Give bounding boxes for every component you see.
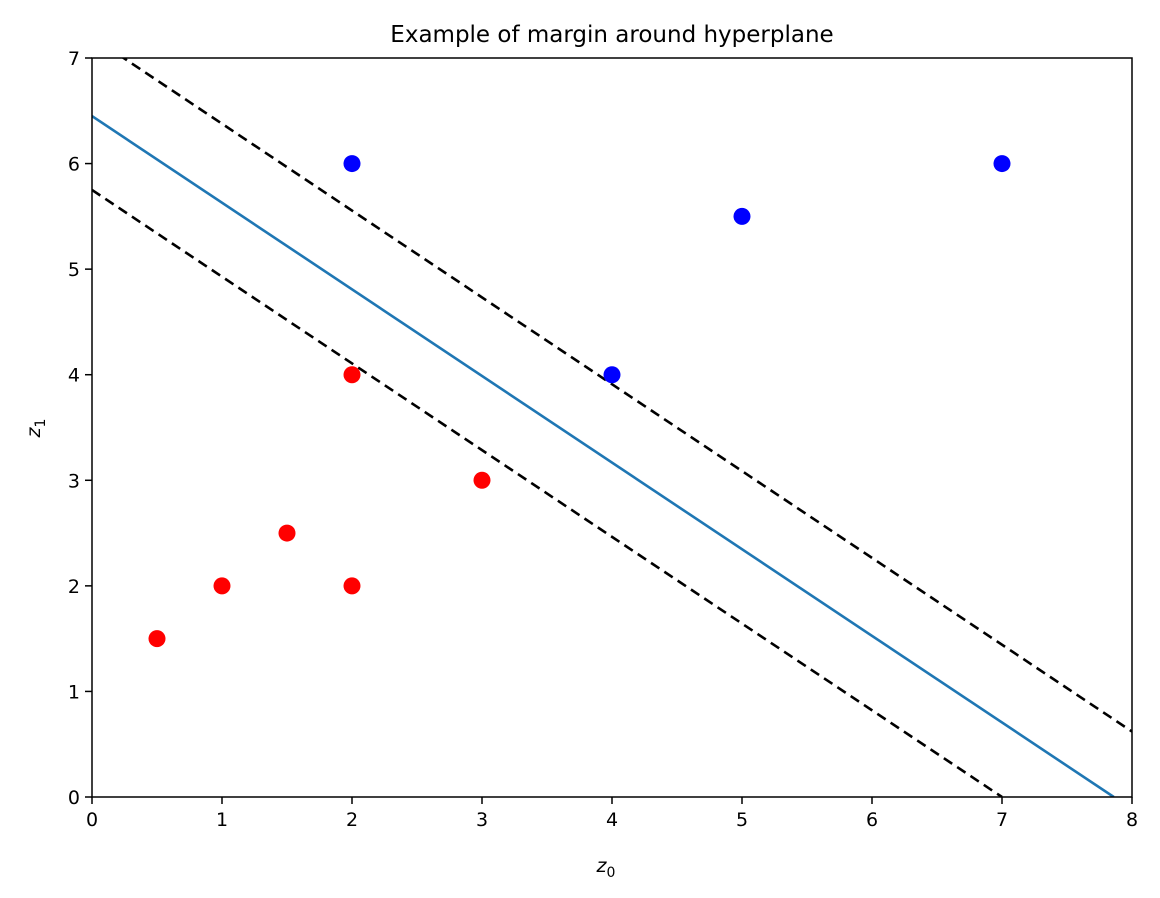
plot-frame xyxy=(91,57,1133,798)
x-axis-label-sub: 0 xyxy=(607,865,616,881)
scatter-point xyxy=(993,155,1011,173)
scatter-point xyxy=(278,524,296,542)
scatter-point xyxy=(343,366,361,384)
x-tick-label: 0 xyxy=(86,809,98,831)
y-tick-label: 4 xyxy=(68,365,80,387)
margin-line xyxy=(92,188,1003,797)
x-tick-label: 7 xyxy=(996,809,1008,831)
x-tick-label: 6 xyxy=(866,809,878,831)
x-tick-label: 8 xyxy=(1126,809,1138,831)
y-tick-label: 7 xyxy=(68,48,80,70)
y-axis-label: z1 xyxy=(23,419,49,439)
x-tick-label: 4 xyxy=(606,809,618,831)
x-tick-label: 2 xyxy=(346,809,358,831)
y-tick-label: 0 xyxy=(68,787,80,809)
chart-title: Example of margin around hyperplane xyxy=(390,22,833,48)
y-tick-label: 6 xyxy=(68,154,80,176)
y-tick-label: 1 xyxy=(68,681,80,703)
x-axis: 0 1 2 3 4 5 6 7 8 xyxy=(86,797,1138,831)
scatter-point xyxy=(148,630,166,648)
line-layer xyxy=(92,58,1132,797)
x-axis-label-base: z xyxy=(596,855,608,877)
scatter-point xyxy=(733,207,751,225)
y-axis: 0 1 2 3 4 5 6 7 xyxy=(68,48,92,809)
y-axis-label-base: z xyxy=(23,426,45,438)
hyperplane-line xyxy=(92,114,1115,797)
x-tick-label: 1 xyxy=(216,809,228,831)
scatter-point xyxy=(343,155,361,173)
scatter-point xyxy=(343,577,361,595)
x-tick-label: 5 xyxy=(736,809,748,831)
y-tick-label: 2 xyxy=(68,576,80,598)
scatter-point xyxy=(213,577,231,595)
x-tick-label: 3 xyxy=(476,809,488,831)
scatter-layer xyxy=(148,155,1011,648)
x-axis-label: z0 xyxy=(596,855,616,881)
y-tick-label: 3 xyxy=(68,470,80,492)
y-axis-label-sub: 1 xyxy=(33,419,49,428)
y-tick-label: 5 xyxy=(68,259,80,281)
scatter-point xyxy=(603,366,621,384)
scatter-point xyxy=(473,471,491,489)
margin-line xyxy=(121,58,1132,733)
